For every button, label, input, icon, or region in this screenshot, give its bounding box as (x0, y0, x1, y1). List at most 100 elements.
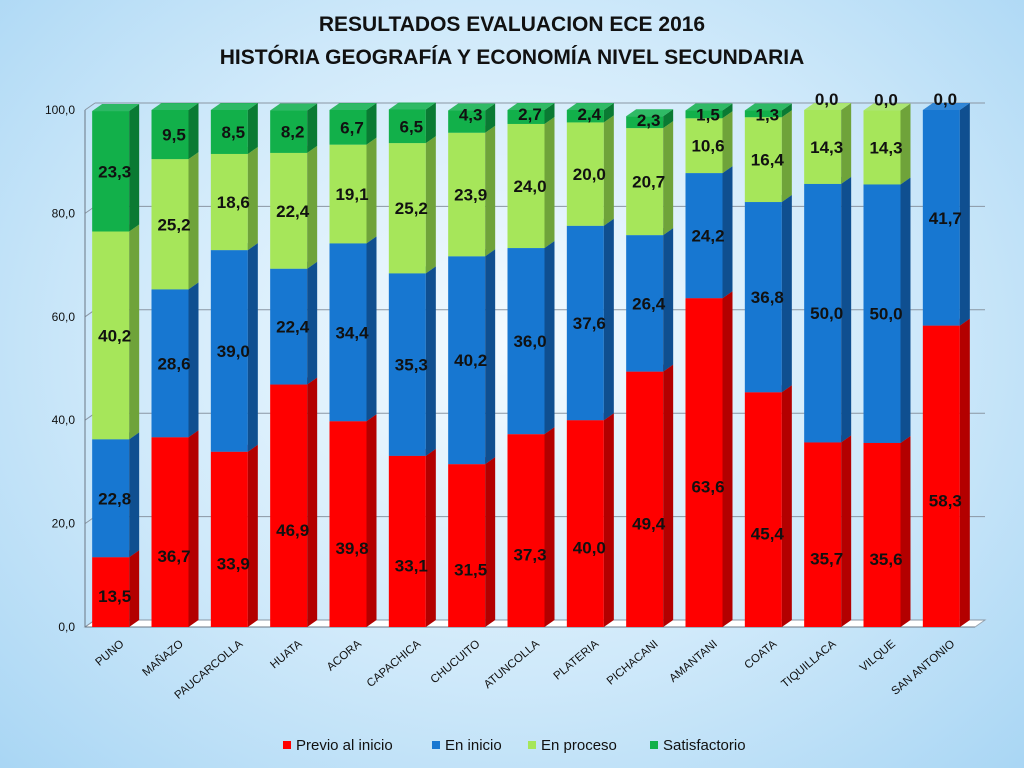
bar-segment-side (900, 177, 911, 443)
x-tick-label: HUATA (268, 638, 305, 671)
bar-segment (685, 118, 723, 174)
bar-segment (685, 110, 723, 119)
legend-label: Satisfactorio (663, 737, 746, 754)
bar-segment (388, 455, 426, 627)
data-label: 36,0 (513, 332, 546, 351)
bar-segment-top (329, 103, 377, 110)
bar-segment-side (841, 103, 852, 184)
bar-segment-side (603, 218, 614, 421)
data-label: 25,2 (395, 199, 428, 218)
bar-segment-side (841, 435, 852, 627)
data-label: 31,5 (454, 561, 487, 580)
data-label: 33,1 (395, 556, 428, 575)
bar-segment-side (603, 413, 614, 627)
bar-segment (863, 184, 901, 443)
bar-segment-top (151, 103, 199, 110)
data-label: 34,4 (335, 323, 369, 342)
bar-segment-side (663, 364, 674, 627)
bar-segment (626, 371, 664, 627)
x-tick-label: PICHACANI (605, 638, 661, 687)
bar-segment (210, 110, 248, 154)
legend: Previo al inicio En inicio En proceso Satis… (283, 737, 746, 754)
bar-segment-side (366, 137, 377, 244)
chart-title: RESULTADOS EVALUACION ECE 2016 (319, 13, 705, 36)
bar-segment-side (129, 104, 140, 232)
bar-segment-top (270, 103, 318, 111)
data-label: 25,2 (157, 215, 190, 234)
bar-segment-side (722, 291, 733, 627)
bar-segment-top (626, 109, 674, 117)
bar-segment (566, 420, 604, 627)
bar-segment-side (900, 435, 911, 627)
bar-segment-side (247, 103, 258, 154)
bar-segment (329, 144, 367, 244)
x-tick-label: VILQUE (858, 638, 898, 675)
bar-segment-side (781, 385, 792, 627)
bar-segment-top (448, 103, 496, 111)
data-label: 35,3 (395, 356, 428, 375)
data-label: 40,0 (573, 539, 606, 558)
y-tick-label: 100,0 (45, 103, 75, 117)
bar-segment-side (722, 111, 733, 174)
y-tick-label: 20,0 (52, 517, 76, 531)
data-label: 40,2 (454, 351, 487, 370)
bar-segment-side (603, 115, 614, 226)
bar-segment (270, 384, 308, 627)
data-label: 22,4 (276, 202, 310, 221)
bar-segment-top (388, 102, 436, 110)
data-label: 2,4 (578, 105, 602, 124)
data-label: 41,7 (929, 209, 962, 228)
data-label: 20,7 (632, 173, 665, 192)
bar-segment (151, 437, 189, 627)
y-tick-label: 0,0 (58, 620, 75, 634)
bar-segment (566, 110, 604, 123)
data-label: 13,5 (98, 587, 131, 606)
bar-segment-side (425, 448, 436, 627)
data-label: 19,1 (335, 185, 368, 204)
data-label: 2,7 (518, 105, 542, 124)
bar-segment-side (366, 103, 377, 145)
bar-segment-side (781, 110, 792, 203)
data-label: 33,9 (217, 554, 250, 573)
bar-segment-top (804, 103, 852, 110)
data-label: 26,4 (632, 294, 666, 313)
bar-segment-side (663, 228, 674, 372)
bar-segment-top (566, 103, 614, 110)
legend-label: En inicio (445, 737, 502, 754)
x-tick-label: AMANTANI (667, 638, 720, 685)
bar-segment-side (663, 121, 674, 236)
bar-segment (744, 392, 782, 627)
data-label: 45,4 (751, 525, 785, 544)
data-label: 40,2 (98, 326, 131, 345)
legend-label: En proceso (541, 737, 617, 754)
bar-segment-top (92, 104, 140, 112)
bar-segment-side (188, 430, 199, 627)
bar-segment-side (959, 103, 970, 326)
x-tick-label: COATA (742, 638, 779, 672)
x-tick-label: TIQUILLACA (779, 638, 838, 691)
data-label: 28,6 (157, 354, 190, 373)
bar-segment (210, 250, 248, 452)
data-label: 9,5 (162, 126, 186, 145)
bar-segment-side (485, 125, 496, 257)
bar-segment-top (922, 103, 970, 110)
bar-segment (626, 235, 664, 372)
bar-segment-side (307, 103, 318, 153)
x-tick-label: ACORA (325, 638, 364, 674)
bar-segment (448, 464, 486, 627)
bar-segment (92, 111, 130, 232)
legend-label: Previo al inicio (296, 737, 393, 754)
x-tick-label: SAN ANTONIO (889, 638, 957, 698)
bar-segment (804, 442, 842, 627)
bar-segment (626, 128, 664, 236)
bar-segment-side (425, 136, 436, 274)
bar-segment-top (863, 103, 911, 111)
bar-segment (744, 110, 782, 118)
bar-segment (863, 442, 901, 627)
bar-segment-side (781, 195, 792, 393)
data-label: 22,4 (276, 318, 310, 337)
y-tick-label: 80,0 (52, 206, 76, 220)
bar-segment (922, 110, 960, 326)
x-tick-label: PUNO (93, 638, 126, 669)
